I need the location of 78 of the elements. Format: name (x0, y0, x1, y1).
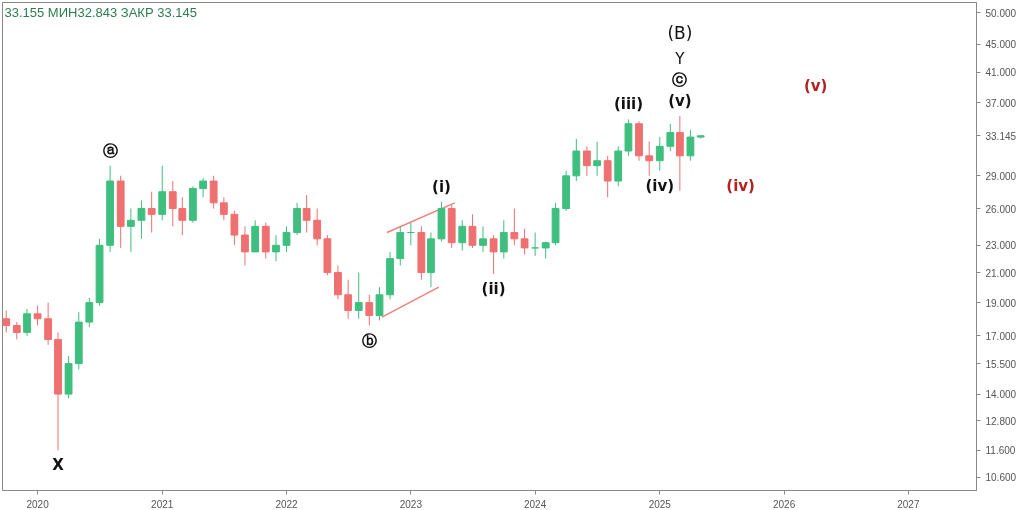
y-tick-label: 19.000 (985, 297, 1017, 309)
annotation: X (52, 456, 65, 475)
annotation: ⓐ (102, 141, 118, 160)
candlestick (645, 141, 654, 177)
candlestick (675, 115, 684, 192)
y-tick-label: 45.000 (985, 39, 1017, 51)
candlestick (686, 129, 695, 162)
candlestick (126, 208, 135, 253)
y-tick-label: 26.000 (985, 203, 1017, 215)
annotation: Y (674, 50, 686, 69)
candlestick (344, 279, 353, 320)
candlestick (354, 272, 363, 320)
candlestick (241, 225, 249, 267)
y-tick-label: 37.000 (985, 97, 1017, 109)
y-tick-label: 50.000 (985, 7, 1017, 19)
annotation: (B) (667, 23, 693, 44)
candlestick (582, 145, 591, 177)
candlestick (520, 228, 529, 256)
annotation: ⓑ (361, 331, 377, 350)
candlestick (334, 265, 342, 300)
annotation: (iv) (645, 176, 675, 195)
annotation: (iii) (613, 95, 644, 114)
candlestick (531, 232, 540, 257)
candlestick (293, 202, 301, 236)
x-tick-label: 2026 (772, 498, 796, 510)
candlestick (209, 175, 218, 210)
annotation: (v) (668, 92, 692, 111)
candlestick (44, 302, 53, 346)
y-tick-label: 33.145 (985, 130, 1017, 142)
x-tick-label: 2023 (399, 498, 423, 510)
candlestick (479, 225, 487, 253)
candlestick (147, 191, 156, 234)
annotation: 33.155 МИН32.843 ЗАКР 33.145 (4, 4, 197, 20)
candlestick (468, 213, 477, 249)
y-tick-label: 21.000 (985, 267, 1017, 279)
x-tick-label: 2025 (648, 498, 672, 510)
candlestick (603, 155, 612, 198)
x-tick-label: 2020 (26, 498, 50, 510)
candlestick (137, 200, 146, 240)
candlestick (365, 294, 374, 327)
candlestick (302, 194, 311, 234)
candlestick (655, 136, 664, 172)
y-tick-label: 23.000 (985, 240, 1017, 252)
y-tick-label: 12.800 (985, 415, 1017, 427)
annotation: (i) (432, 177, 451, 196)
candlestick (313, 208, 322, 246)
candlestick (272, 234, 280, 262)
candlestick (510, 208, 519, 246)
candlestick (199, 177, 207, 198)
y-tick-label: 10.600 (985, 472, 1017, 484)
y-tick-label: 17.000 (985, 330, 1017, 342)
candlestick (458, 219, 467, 252)
candlestick (230, 210, 239, 246)
candlestick (499, 219, 508, 260)
candlestick (282, 225, 291, 253)
x-tick-label: 2027 (897, 498, 920, 510)
annotation: (v) (803, 76, 828, 95)
x-tick-label: 2021 (151, 498, 174, 510)
y-tick-label: 14.000 (985, 389, 1017, 401)
candlestick (158, 165, 167, 221)
candlestick (219, 196, 228, 221)
candlestick (23, 308, 31, 337)
x-tick-label: 2024 (524, 498, 547, 510)
candlestick (2, 310, 11, 333)
annotation: (ii) (481, 279, 506, 298)
annotation: (iv) (726, 176, 755, 195)
x-tick-label: 2022 (275, 498, 299, 510)
y-tick-label: 29.000 (985, 170, 1017, 182)
candlestick (666, 123, 675, 152)
y-tick-label: 41.000 (985, 67, 1017, 79)
annotation: ⓒ (672, 71, 688, 90)
candlestick (593, 141, 602, 177)
candlestick (489, 234, 498, 275)
y-tick-label: 15.500 (985, 358, 1017, 370)
candlestick (375, 286, 384, 321)
y-tick-label: 11.600 (985, 445, 1016, 457)
candlestick (85, 297, 94, 328)
candlestick (33, 305, 42, 327)
